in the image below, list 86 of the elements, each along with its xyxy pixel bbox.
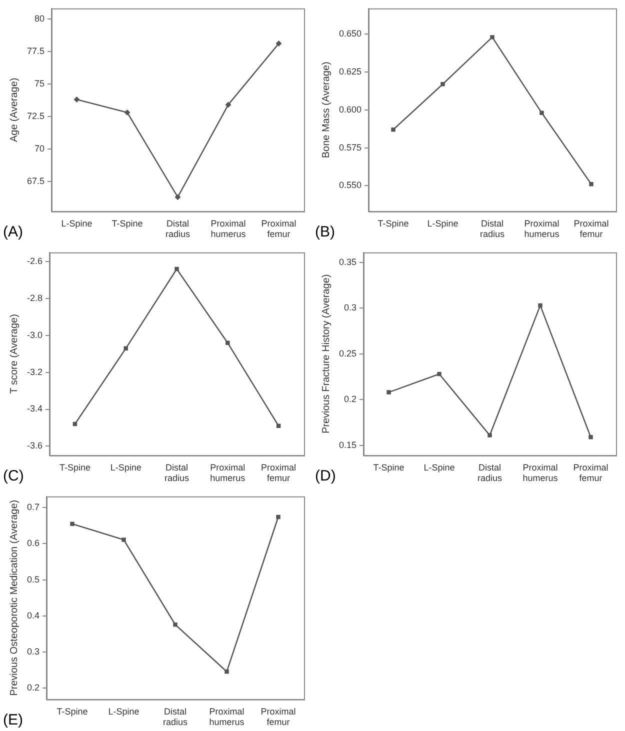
y-axis-title: Bone Mass (Average) [320,62,332,158]
point [391,127,396,132]
x-tick-label: Proximal humerus [210,462,246,484]
y-tick-label: 0.3 [344,302,357,313]
y-tick-label: 75 [34,78,45,88]
x-tick-label: Distal radius [480,218,506,240]
x-tick-label: T-Spine [112,218,143,228]
point [276,40,282,47]
y-axis-title: Previous Fracture History (Average) [320,274,332,434]
y-tick-label: 0.3 [26,646,40,657]
y-tick-label: 0.2 [344,394,357,404]
y-tick-label: 0.35 [338,256,357,267]
point [226,340,230,345]
y-tick-label: -2.6 [26,256,43,266]
y-tick-label: 72.5 [26,110,45,121]
y-tick-label: 80 [34,13,45,24]
x-tick-label: T-Spine [373,462,404,472]
x-tick-label: T-Spine [378,218,409,228]
point [490,35,494,40]
x-tick-label: Distal radius [478,462,503,484]
x-tick-label: Proximal humerus [522,462,558,484]
text: (A) [3,224,23,241]
point [538,303,542,308]
y-tick-label: 0.4 [26,610,40,620]
point [440,82,445,86]
text: (D) [315,468,336,485]
point [174,266,179,272]
x-tick-label: Proximal humerus [210,218,246,240]
y-tick-label: 0.25 [338,348,357,358]
y-tick-label: -2.8 [26,293,43,304]
y-tick-label: 70 [34,143,45,154]
point [224,669,229,674]
point [276,514,280,520]
x-tick-label: T-Spine [59,462,90,472]
x-tick-label: Distal radius [163,706,188,728]
y-tick-label: -3.0 [26,330,43,340]
y-tick-label: 0.600 [338,104,362,114]
point [588,434,593,440]
y-tick-label: 0.625 [338,66,362,77]
point [437,372,442,376]
text: (C) [3,468,24,485]
y-tick-label: -3.6 [26,440,43,451]
x-tick-label: Proximal femur [261,462,296,484]
y-tick-label: -3.2 [26,366,43,377]
y-tick-label: 0.5 [26,574,40,584]
y-tick-label: 0.7 [26,502,40,512]
point [225,102,232,108]
point [122,538,126,542]
y-tick-label: 67.5 [26,176,45,186]
y-tick-label: -3.4 [26,404,43,414]
point [124,110,130,116]
x-tick-label: L-Spine [424,462,455,472]
point [173,622,178,627]
point [74,96,80,102]
point [124,346,128,350]
x-tick-label: Proximal femur [260,706,296,728]
y-tick-label: 0.2 [26,682,40,693]
text: (E) [3,712,23,729]
x-tick-label: Proximal humerus [209,706,245,728]
point [70,522,74,526]
y-axis-title: Age (Average) [8,78,20,142]
point [386,390,391,394]
y-tick-label: 0.575 [338,142,362,152]
x-tick-label: Proximal femur [261,218,296,240]
y-tick-label: 0.6 [26,538,40,548]
point [488,433,492,438]
y-axis-title: Previous Osteoporotic Medication (Average) [8,500,20,696]
point [174,194,181,200]
x-tick-label: T-Spine [56,706,88,716]
point [589,182,594,186]
y-tick-label: 77.5 [26,46,45,56]
point [540,110,544,116]
x-tick-label: Proximal femur [573,462,608,484]
x-tick-label: Distal radius [166,218,191,240]
x-tick-label: L-Spine [61,218,92,228]
y-tick-label: 0.550 [338,180,362,190]
y-axis-title: T score (Average) [8,314,20,394]
y-tick-label: 0.15 [338,440,357,450]
x-tick-label: L-Spine [108,706,140,716]
x-tick-label: L-Spine [110,462,142,472]
y-tick-label: 0.650 [338,28,362,39]
x-tick-label: Proximal femur [574,218,609,240]
text: (B) [315,224,335,241]
x-tick-label: Distal radius [164,462,190,484]
x-tick-label: Proximal humerus [524,218,560,240]
x-tick-label: L-Spine [427,218,458,228]
